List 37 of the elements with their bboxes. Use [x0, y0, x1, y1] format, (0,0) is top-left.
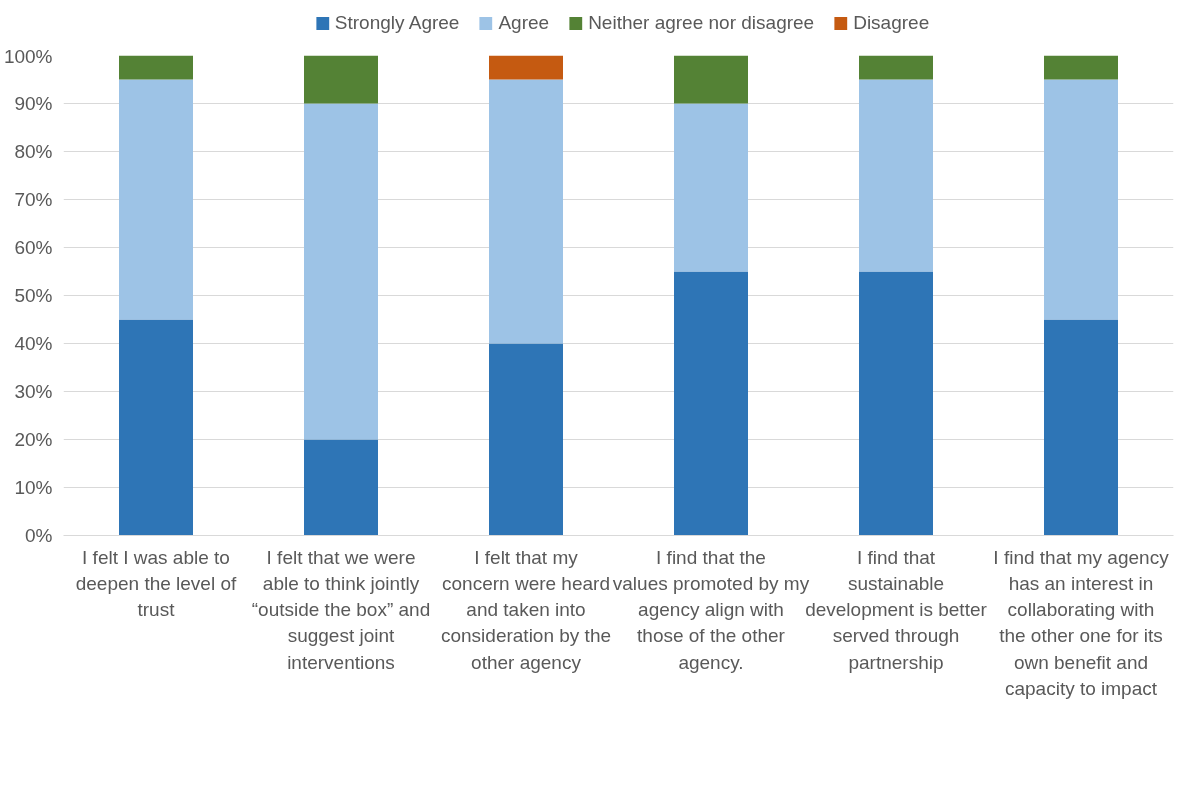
bar [859, 271, 933, 536]
y-tick-label: 50% [14, 285, 53, 306]
bar [489, 343, 563, 536]
bar [489, 55, 563, 80]
bar [1044, 55, 1118, 80]
y-tick-label: 0% [25, 525, 53, 546]
bar [674, 103, 748, 272]
bar [1044, 79, 1118, 320]
y-tick-label: 90% [14, 93, 53, 114]
bar [119, 55, 193, 80]
legend-label: Disagree [853, 11, 930, 34]
legend-label: Agree [498, 11, 550, 34]
bar [304, 439, 378, 536]
y-tick-label: 70% [14, 189, 53, 210]
y-tick-label: 100% [3, 45, 53, 67]
y-tick-label: 10% [14, 477, 53, 498]
y-tick-label: 60% [14, 237, 53, 258]
bar [119, 79, 193, 320]
x-tick-label: I felt that we were able to think jointly “outside the box” and suggest joint interventions [251, 546, 431, 673]
bar [859, 79, 933, 272]
x-tick-label: I felt that my concern were heard and taken into consideration by the other agency [440, 546, 612, 673]
legend-label: Strongly Agree [334, 11, 460, 34]
bar [119, 319, 193, 536]
bar [489, 79, 563, 344]
bar [304, 103, 378, 440]
bar [674, 55, 748, 104]
x-tick-label: I felt I was able to deepen the level of trust [75, 546, 238, 620]
y-tick-label: 20% [14, 429, 53, 450]
bar [674, 271, 748, 536]
bar [1044, 319, 1118, 536]
legend-label: Neither agree nor disagree [588, 11, 815, 34]
bar [859, 55, 933, 80]
y-tick-label: 40% [14, 333, 53, 354]
y-tick-label: 80% [14, 141, 53, 162]
bar [304, 55, 378, 104]
x-tick-label: I find that my agency has an interest in collaborating with the other one for its own benefit and capacity to impact [993, 546, 1170, 699]
y-tick-label: 30% [14, 381, 53, 402]
